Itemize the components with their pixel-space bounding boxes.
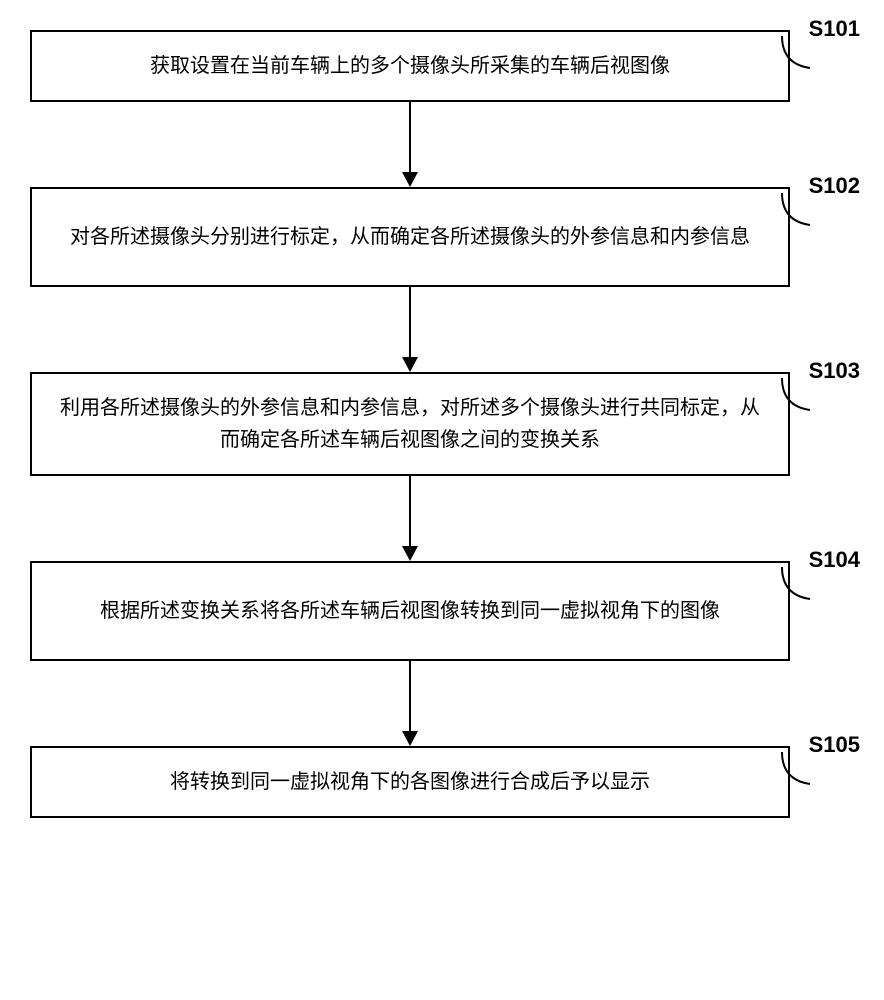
step-wrapper: S101 获取设置在当前车辆上的多个摄像头所采集的车辆后视图像 bbox=[30, 30, 850, 102]
arrow-down-icon bbox=[30, 661, 790, 746]
arrow-down-icon bbox=[30, 102, 790, 187]
step-text: 利用各所述摄像头的外参信息和内参信息，对所述多个摄像头进行共同标定，从而确定各所… bbox=[52, 392, 768, 456]
step-wrapper: S103 利用各所述摄像头的外参信息和内参信息，对所述多个摄像头进行共同标定，从… bbox=[30, 372, 850, 476]
step-label: S103 bbox=[809, 358, 860, 384]
step-label: S102 bbox=[809, 173, 860, 199]
step-wrapper: S104 根据所述变换关系将各所述车辆后视图像转换到同一虚拟视角下的图像 bbox=[30, 561, 850, 661]
step-wrapper: S105 将转换到同一虚拟视角下的各图像进行合成后予以显示 bbox=[30, 746, 850, 818]
step-text: 获取设置在当前车辆上的多个摄像头所采集的车辆后视图像 bbox=[150, 50, 670, 82]
step-wrapper: S102 对各所述摄像头分别进行标定，从而确定各所述摄像头的外参信息和内参信息 bbox=[30, 187, 850, 287]
step-box: 获取设置在当前车辆上的多个摄像头所采集的车辆后视图像 bbox=[30, 30, 790, 102]
arrow-down-icon bbox=[30, 287, 790, 372]
step-box: 对各所述摄像头分别进行标定，从而确定各所述摄像头的外参信息和内参信息 bbox=[30, 187, 790, 287]
step-box: 利用各所述摄像头的外参信息和内参信息，对所述多个摄像头进行共同标定，从而确定各所… bbox=[30, 372, 790, 476]
step-box: 将转换到同一虚拟视角下的各图像进行合成后予以显示 bbox=[30, 746, 790, 818]
flowchart-container: S101 获取设置在当前车辆上的多个摄像头所采集的车辆后视图像 S102 对各所… bbox=[30, 30, 850, 818]
step-text: 根据所述变换关系将各所述车辆后视图像转换到同一虚拟视角下的图像 bbox=[100, 595, 720, 627]
step-box: 根据所述变换关系将各所述车辆后视图像转换到同一虚拟视角下的图像 bbox=[30, 561, 790, 661]
arrow-down-icon bbox=[30, 476, 790, 561]
step-label: S105 bbox=[809, 732, 860, 758]
step-text: 将转换到同一虚拟视角下的各图像进行合成后予以显示 bbox=[170, 766, 650, 798]
step-label: S104 bbox=[809, 547, 860, 573]
step-text: 对各所述摄像头分别进行标定，从而确定各所述摄像头的外参信息和内参信息 bbox=[70, 221, 750, 253]
step-label: S101 bbox=[809, 16, 860, 42]
